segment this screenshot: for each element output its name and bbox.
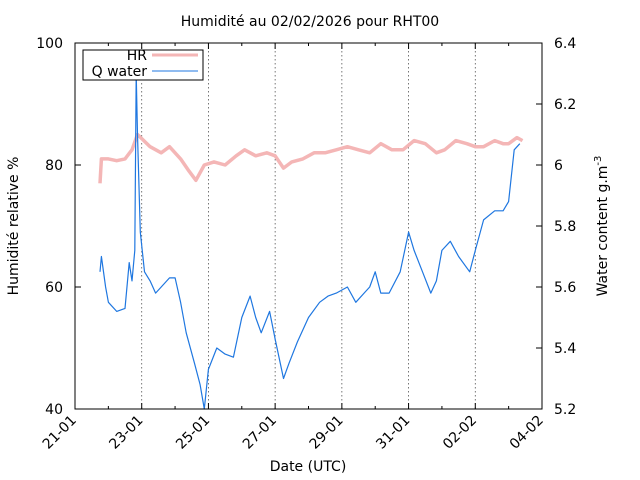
x-tick-label: 04-02 <box>507 413 547 453</box>
x-tick-label: 29-01 <box>307 413 347 453</box>
series-line-q-water <box>99 72 521 410</box>
y-right-tick-label: 5.4 <box>554 341 576 357</box>
y-right-tick-label: 6 <box>554 158 563 174</box>
series-layer <box>98 72 524 410</box>
y-right-tick-label: 6.2 <box>554 97 576 113</box>
y-right-tick-label: 5.8 <box>554 219 576 235</box>
axis-layer: 21-01 23-01 25-01 27-01 29-01 31-01 02-02 04-02… <box>36 36 576 453</box>
y-axis-left-label: Humidité relative % <box>6 157 22 296</box>
x-tick-label: 21-01 <box>40 413 80 453</box>
grid-layer <box>141 43 476 409</box>
legend-label-q-water: Q water <box>92 64 148 80</box>
x-axis-label: Date (UTC) <box>270 459 347 475</box>
y-left-tick-label: 40 <box>45 402 63 418</box>
chart-title: Humidité au 02/02/2026 pour RHT00 <box>181 14 439 30</box>
x-tick-label: 02-02 <box>440 413 480 453</box>
y-right-tick-label: 5.2 <box>554 402 576 418</box>
y-right-tick-label: 5.6 <box>554 280 576 296</box>
y-right-tick-label: 6.4 <box>554 36 576 52</box>
plot-frame <box>74 42 543 410</box>
y-axis-right-label-exponent: -3 <box>593 156 604 166</box>
y-axis-right-label: Water content g.m-3 <box>593 156 611 297</box>
y-left-tick-label: 80 <box>45 158 63 174</box>
y-left-tick-label: 100 <box>36 36 63 52</box>
legend-label-hr: HR <box>127 48 148 64</box>
x-tick-label: 25-01 <box>173 413 213 453</box>
y-axis-right-label-text: Water content g.m <box>595 166 611 297</box>
legend: HR Q water <box>82 48 204 81</box>
series-line-hr <box>98 132 524 184</box>
x-tick-label: 23-01 <box>106 413 146 453</box>
x-tick-label: 31-01 <box>373 413 413 453</box>
y-left-tick-label: 60 <box>45 280 63 296</box>
x-tick-label: 27-01 <box>240 413 280 453</box>
